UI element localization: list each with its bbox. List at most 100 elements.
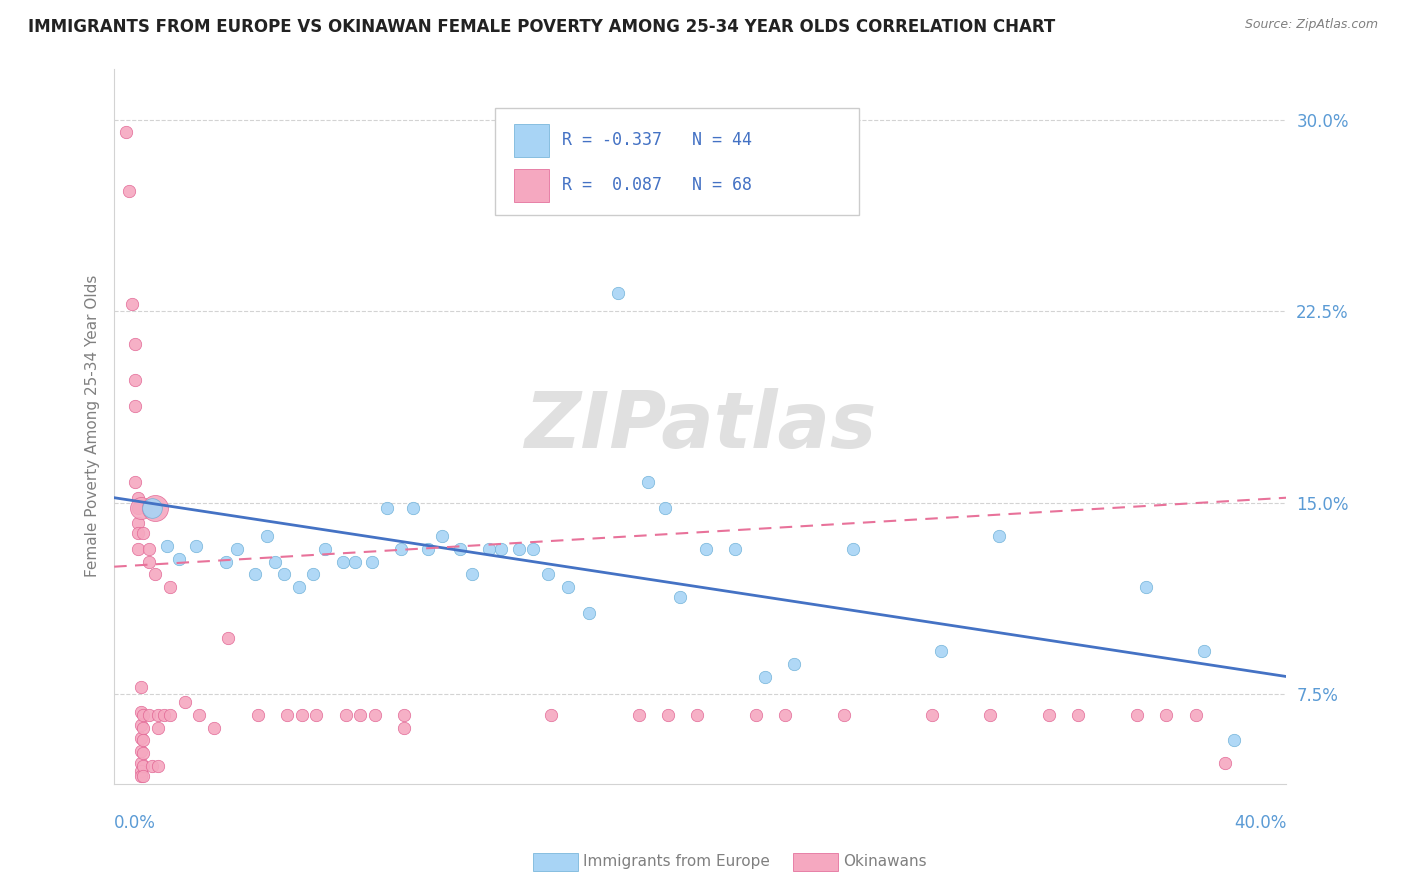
Point	[202, 721, 225, 735]
Point	[146, 721, 169, 735]
Point	[138, 707, 160, 722]
Point	[657, 707, 679, 722]
FancyBboxPatch shape	[515, 124, 550, 157]
Point	[1213, 756, 1236, 771]
Point	[129, 706, 152, 720]
Point	[143, 567, 166, 582]
Point	[153, 707, 176, 722]
Point	[146, 707, 169, 722]
Point	[314, 541, 336, 556]
Point	[273, 567, 295, 582]
Point	[127, 526, 149, 541]
Point	[124, 337, 146, 351]
Point	[246, 707, 269, 722]
Point	[256, 529, 278, 543]
Point	[669, 591, 692, 605]
Point	[745, 707, 768, 722]
Point	[156, 539, 179, 553]
Point	[129, 500, 152, 515]
FancyBboxPatch shape	[515, 169, 550, 202]
Text: 40.0%: 40.0%	[1234, 814, 1286, 832]
Point	[1067, 707, 1090, 722]
Point	[364, 707, 387, 722]
Point	[129, 769, 152, 783]
Point	[754, 669, 776, 683]
Point	[637, 475, 659, 490]
Point	[1184, 707, 1206, 722]
Point	[124, 475, 146, 490]
Point	[305, 707, 328, 722]
Point	[132, 769, 155, 783]
Point	[141, 759, 163, 773]
Point	[127, 491, 149, 505]
Point	[138, 555, 160, 569]
Point	[478, 541, 501, 556]
Point	[129, 680, 152, 694]
Text: R = -0.337   N = 44: R = -0.337 N = 44	[562, 131, 752, 150]
Text: 0.0%: 0.0%	[114, 814, 156, 832]
Point	[1222, 733, 1244, 747]
Point	[115, 125, 138, 139]
Point	[276, 707, 298, 722]
Point	[724, 541, 747, 556]
Point	[578, 606, 600, 620]
Point	[1156, 707, 1178, 722]
Point	[349, 707, 371, 722]
Point	[832, 707, 855, 722]
Point	[1038, 707, 1060, 722]
Point	[121, 296, 143, 310]
Point	[127, 516, 149, 531]
Point	[988, 529, 1011, 543]
Point	[508, 541, 530, 556]
Point	[416, 541, 439, 556]
Point	[449, 541, 471, 556]
Point	[537, 567, 560, 582]
Point	[607, 286, 630, 301]
Point	[129, 756, 152, 771]
Point	[288, 580, 311, 594]
Point	[159, 580, 181, 594]
Point	[124, 399, 146, 413]
Point	[132, 526, 155, 541]
Point	[132, 759, 155, 773]
Point	[841, 541, 863, 556]
Point	[124, 373, 146, 387]
Point	[243, 567, 266, 582]
Point	[214, 555, 236, 569]
Point	[432, 529, 454, 543]
Point	[226, 541, 249, 556]
Point	[402, 500, 425, 515]
Point	[132, 707, 155, 722]
Point	[1126, 707, 1149, 722]
Point	[264, 555, 287, 569]
Point	[654, 500, 676, 515]
Point	[522, 541, 544, 556]
Point	[394, 721, 416, 735]
Text: ZIPatlas: ZIPatlas	[524, 388, 876, 464]
Point	[291, 707, 314, 722]
Point	[332, 555, 354, 569]
Point	[167, 552, 190, 566]
Point	[540, 707, 562, 722]
Point	[1194, 644, 1216, 658]
Point	[118, 184, 141, 198]
Point	[461, 567, 484, 582]
Point	[132, 733, 155, 747]
Point	[159, 707, 181, 722]
Text: IMMIGRANTS FROM EUROPE VS OKINAWAN FEMALE POVERTY AMONG 25-34 YEAR OLDS CORRELAT: IMMIGRANTS FROM EUROPE VS OKINAWAN FEMAL…	[28, 18, 1056, 36]
Text: Immigrants from Europe: Immigrants from Europe	[583, 855, 770, 869]
Point	[361, 555, 384, 569]
Point	[389, 541, 412, 556]
Point	[138, 541, 160, 556]
Point	[146, 759, 169, 773]
Text: Source: ZipAtlas.com: Source: ZipAtlas.com	[1244, 18, 1378, 31]
Point	[129, 718, 152, 732]
Point	[979, 707, 1001, 722]
Point	[218, 631, 240, 645]
Point	[132, 721, 155, 735]
Point	[129, 744, 152, 758]
Point	[188, 707, 211, 722]
Point	[489, 541, 512, 556]
Point	[921, 707, 943, 722]
Point	[186, 539, 208, 553]
